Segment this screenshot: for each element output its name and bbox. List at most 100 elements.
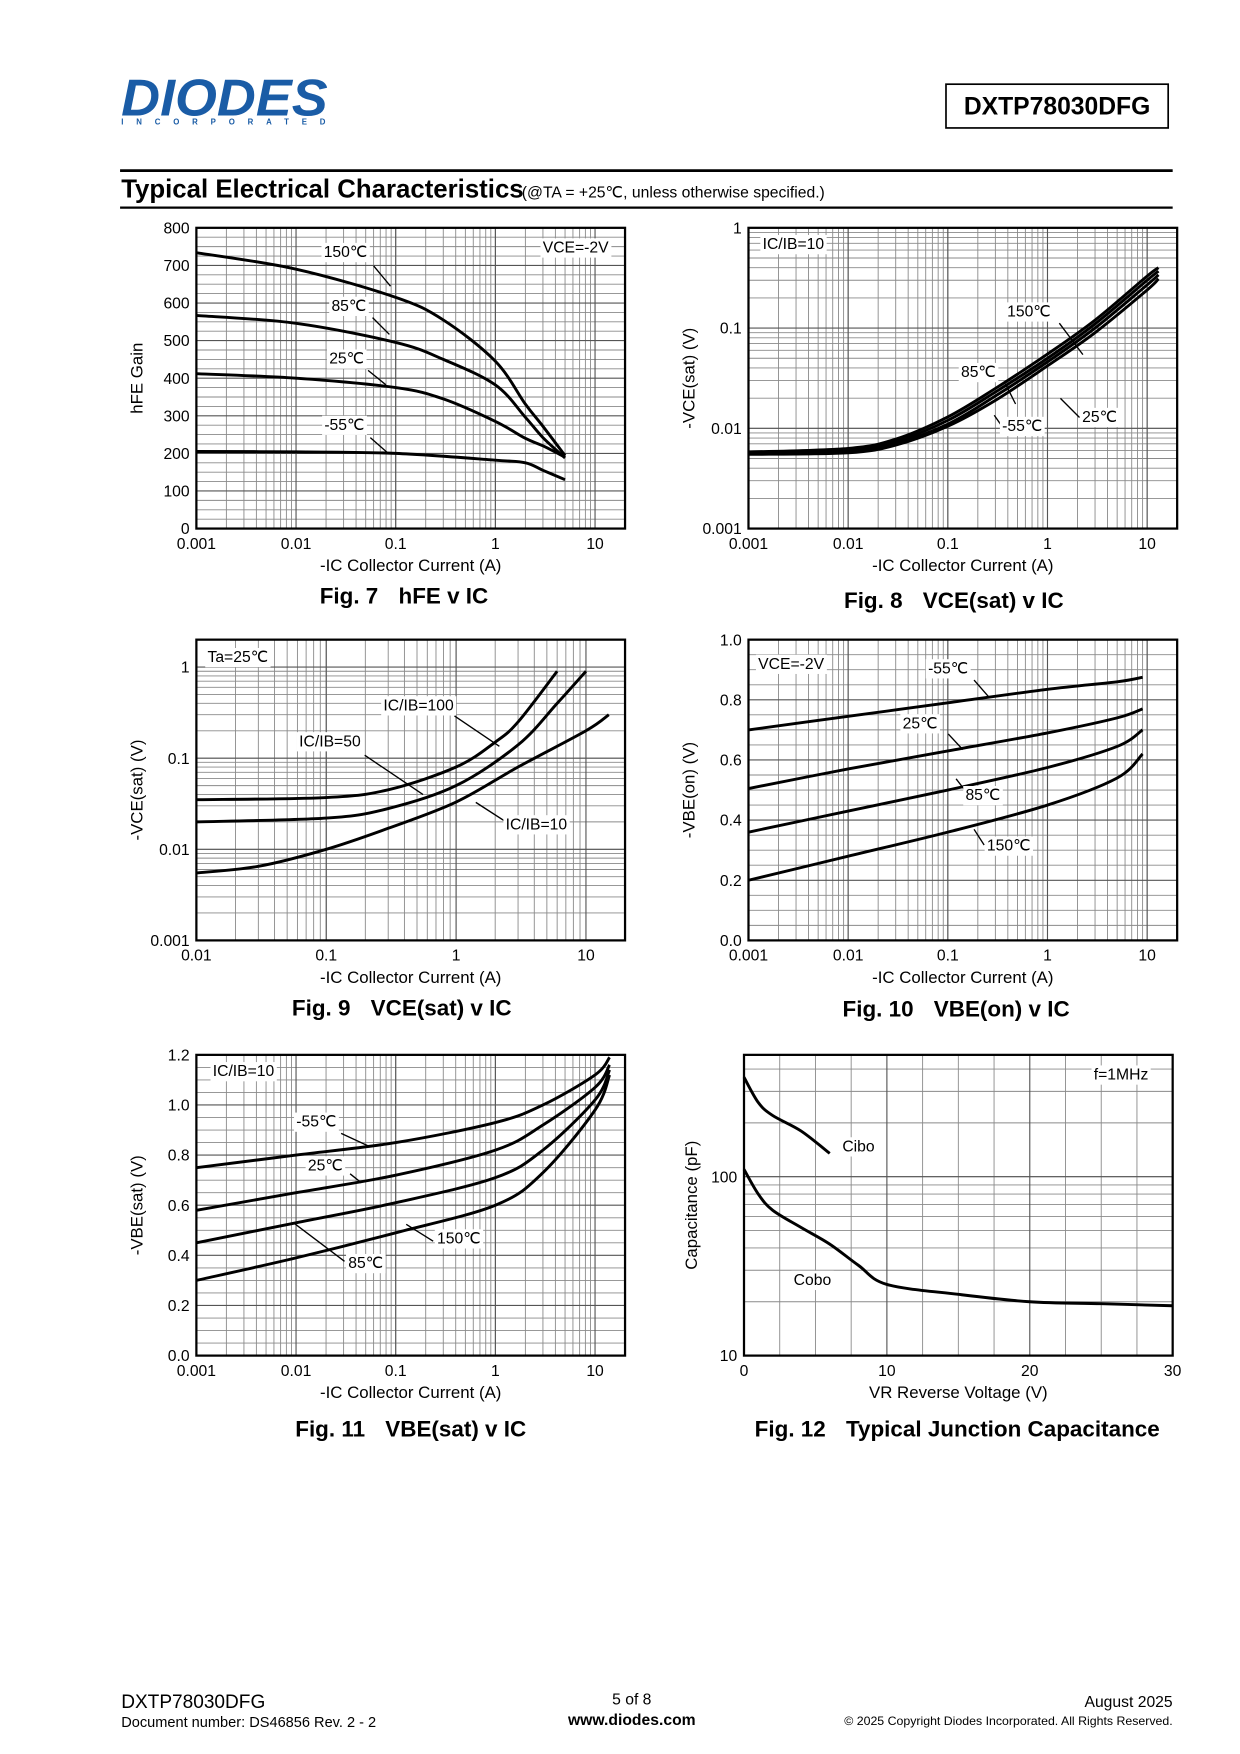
leader-line xyxy=(340,1132,371,1148)
y-tick-label: 600 xyxy=(163,296,189,313)
series-label: Cibo xyxy=(842,1138,875,1155)
leader-line xyxy=(369,437,389,454)
y-tick-label: 0.8 xyxy=(720,692,742,709)
y-tick-label: 0.4 xyxy=(720,813,742,830)
x-tick-label: 0.1 xyxy=(385,536,407,553)
section-subtitle: (@TA = +25℃, unless otherwise specified.… xyxy=(522,185,825,202)
label-background xyxy=(963,786,1003,806)
series-line xyxy=(196,1069,611,1245)
series-label: -55℃ xyxy=(928,660,968,677)
x-tick-label: 1 xyxy=(452,948,461,965)
y-tick-label: 0.0 xyxy=(168,1348,190,1365)
y-tick-label: 500 xyxy=(163,333,189,350)
figure-title: VCE(sat) v IC xyxy=(923,588,1064,613)
series-label: IC/IB=10 xyxy=(506,816,568,833)
x-tick-label: 30 xyxy=(1164,1363,1182,1380)
x-tick-label: 0.1 xyxy=(937,536,959,553)
leader-line xyxy=(367,369,387,386)
leader-line xyxy=(405,1223,434,1242)
y-axis-label: -VBE(on) (V) xyxy=(680,742,699,838)
y-tick-label: 0.8 xyxy=(168,1148,190,1165)
series-label: IC/IB=100 xyxy=(383,697,454,714)
label-background xyxy=(540,238,612,258)
x-axis-label: -IC Collector Current (A) xyxy=(320,1383,501,1402)
annotation: f=1MHz xyxy=(1094,1067,1149,1084)
label-background xyxy=(984,836,1033,856)
label-background xyxy=(210,1062,277,1082)
annotation: Ta=25℃ xyxy=(207,649,268,666)
series-label: 85℃ xyxy=(961,364,996,381)
y-tick-label: 200 xyxy=(163,446,189,463)
label-background xyxy=(791,1270,834,1291)
x-tick-label: 0.01 xyxy=(833,948,864,965)
series-label: 150℃ xyxy=(437,1230,481,1247)
y-tick-label: 0.2 xyxy=(720,873,742,890)
x-axis-label: -IC Collector Current (A) xyxy=(320,968,501,987)
figure-number: Fig. 8 xyxy=(844,588,903,613)
series-line xyxy=(196,1064,611,1212)
label-background xyxy=(305,1156,346,1176)
figure-caption: Fig. 10 VBE(on) v IC xyxy=(843,997,1070,1022)
figure-caption: Fig. 7 hFE v IC xyxy=(320,584,489,609)
leader-line xyxy=(349,1173,362,1184)
figure-caption: Fig. 12 Typical Junction Capacitance xyxy=(755,1416,1160,1441)
y-tick-label: 100 xyxy=(711,1169,737,1186)
annotation: IC/IB=10 xyxy=(763,236,825,253)
y-tick-label: 700 xyxy=(163,258,189,275)
series-label: 150℃ xyxy=(324,244,368,261)
label-background xyxy=(1091,1065,1151,1085)
label-background xyxy=(1004,302,1054,322)
series-line xyxy=(742,1076,831,1155)
label-background xyxy=(840,1137,878,1157)
leader-line xyxy=(947,733,964,751)
footer-copyright: © 2025 Copyright Diodes Incorporated. Al… xyxy=(844,1714,1172,1728)
figure-number: Fig. 9 xyxy=(292,996,351,1021)
figure-title: VBE(sat) v IC xyxy=(385,1416,526,1441)
series-label: Cobo xyxy=(794,1272,832,1289)
leader-line xyxy=(1058,322,1084,356)
label-background xyxy=(755,654,827,674)
x-tick-label: 10 xyxy=(586,1363,604,1380)
y-tick-label: 100 xyxy=(163,484,189,501)
x-tick-label: 1 xyxy=(1043,536,1052,553)
label-background xyxy=(294,1112,339,1132)
leader-line xyxy=(372,317,390,335)
series-line xyxy=(196,670,588,824)
y-tick-label: 0.1 xyxy=(720,321,742,338)
series-label: -55℃ xyxy=(1002,418,1042,435)
label-background xyxy=(326,349,367,369)
y-axis-label: -VCE(sat) (V) xyxy=(128,740,147,841)
figure-number: Fig. 10 xyxy=(843,997,914,1022)
x-axis-label: -IC Collector Current (A) xyxy=(872,968,1053,987)
y-tick-label: 0.1 xyxy=(168,751,190,768)
y-tick-label: 0 xyxy=(181,521,190,538)
y-axis-label: -VCE(sat) (V) xyxy=(680,328,699,429)
footer-doc: Document number: DS46856 Rev. 2 - 2 xyxy=(121,1715,376,1731)
series-line xyxy=(196,1056,611,1170)
label-background xyxy=(329,296,369,316)
x-tick-label: 0.01 xyxy=(181,948,212,965)
plot-frame xyxy=(742,1053,1174,1357)
series-line xyxy=(748,273,1160,456)
y-tick-label: 0.2 xyxy=(168,1298,190,1315)
footer-date: August 2025 xyxy=(1084,1694,1172,1711)
y-tick-label: 10 xyxy=(720,1348,738,1365)
y-axis-label: Capacitance (pF) xyxy=(682,1141,701,1270)
x-tick-label: 0.001 xyxy=(177,1363,216,1380)
series-label: 85℃ xyxy=(348,1255,383,1272)
x-tick-label: 10 xyxy=(1138,536,1156,553)
x-tick-label: 10 xyxy=(586,536,604,553)
annotation: VCE=-2V xyxy=(543,240,609,257)
x-tick-label: 10 xyxy=(878,1363,896,1380)
series-label: IC/IB=50 xyxy=(299,733,361,750)
figure-number: Fig. 11 xyxy=(295,1416,365,1441)
series-label: 25℃ xyxy=(1082,409,1117,426)
plot-frame xyxy=(195,1053,627,1357)
series-label: 25℃ xyxy=(903,715,938,732)
part-number-box xyxy=(945,83,1170,129)
label-background xyxy=(321,242,370,263)
label-background xyxy=(322,415,367,435)
y-tick-label: 0.0 xyxy=(720,933,742,950)
